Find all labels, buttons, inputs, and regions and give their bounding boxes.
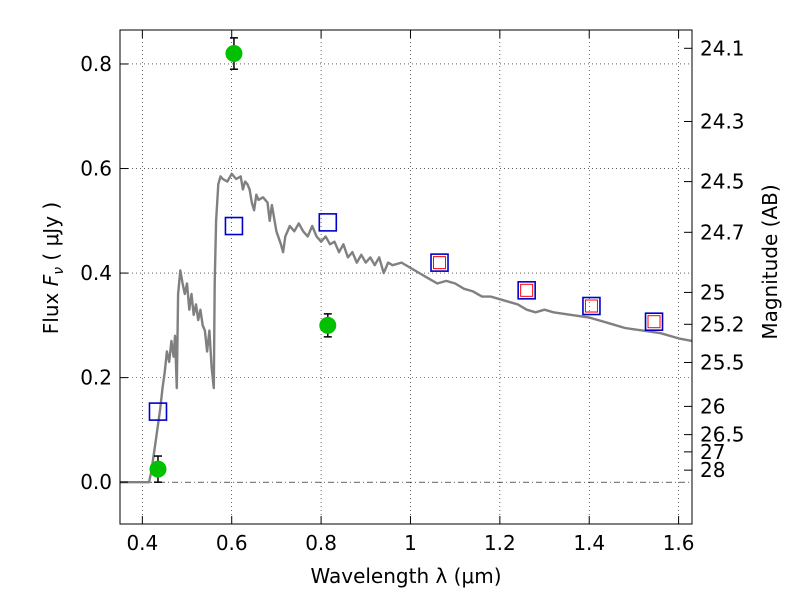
y-tick-label: 0.0: [80, 470, 112, 494]
x-tick-label: 0.8: [305, 531, 337, 555]
axis-ticks: 0.4 0.6 0.8 1 1.2 1.4 1.6 0.0 0.2 0.4 0.6 0.8 24.1 24…: [80, 30, 745, 555]
right-axis-label: Magnitude (AB): [758, 184, 782, 339]
right-axis-tick-label: 28: [700, 458, 725, 482]
plot-area: [120, 37, 692, 484]
y-tick-label: 0.4: [80, 261, 112, 285]
model-square-marker: [517, 281, 536, 300]
y-axis-label-suffix: ( μJy ): [39, 202, 63, 267]
y-tick-label: 0.2: [80, 366, 112, 390]
model-square-marker: [148, 402, 168, 421]
right-axis-tick-label: 24.1: [700, 36, 745, 60]
x-tick-label: 1.6: [663, 531, 695, 555]
y-tick-label: 0.6: [80, 157, 112, 181]
inner-square-marker: [520, 283, 534, 297]
right-axis-tick-label: 27: [700, 440, 725, 464]
observed-point: [225, 45, 243, 63]
model-square-marker: [430, 253, 449, 272]
y-axis-label-subscript: ν: [51, 267, 67, 275]
model-square-marker: [644, 312, 664, 331]
right-axis-tick-label: 25.2: [700, 312, 745, 336]
right-axis-tick-label: 25: [700, 280, 725, 304]
data-layer: [120, 37, 692, 484]
right-axis-tick-label: 24.7: [700, 220, 745, 244]
y-axis-label: Flux Fν ( μJy ): [39, 202, 67, 334]
model-square-marker: [318, 213, 338, 232]
y-axis-label-prefix: Flux: [39, 286, 63, 334]
right-axis-tick-label: 24.5: [700, 170, 745, 194]
plot-frame: [119, 29, 693, 525]
model-spectrum-line: [120, 172, 692, 484]
grid-lines: [120, 30, 692, 524]
model-square-marker: [224, 216, 244, 236]
inner-square-marker: [433, 256, 447, 270]
inner-square-marker: [647, 315, 661, 329]
x-axis-label: Wavelength λ (μm): [310, 564, 501, 588]
x-tick-label: 0.4: [126, 531, 158, 555]
right-axis-tick-label: 26.5: [700, 423, 745, 447]
x-tick-label: 1.2: [484, 531, 516, 555]
right-axis-tick-label: 25.5: [700, 350, 745, 374]
observed-point: [319, 316, 337, 334]
observed-point: [149, 460, 167, 478]
y-tick-label: 0.8: [80, 52, 112, 76]
inner-square-marker: [584, 299, 598, 313]
x-tick-label: 1: [404, 531, 417, 555]
right-axis-tick-label: 26: [700, 394, 725, 418]
x-tick-label: 1.4: [573, 531, 605, 555]
model-square-marker: [582, 296, 601, 316]
x-tick-label: 0.6: [216, 531, 248, 555]
y-axis-label-symbol: F: [39, 274, 63, 286]
right-axis-tick-label: 24.3: [700, 109, 745, 133]
